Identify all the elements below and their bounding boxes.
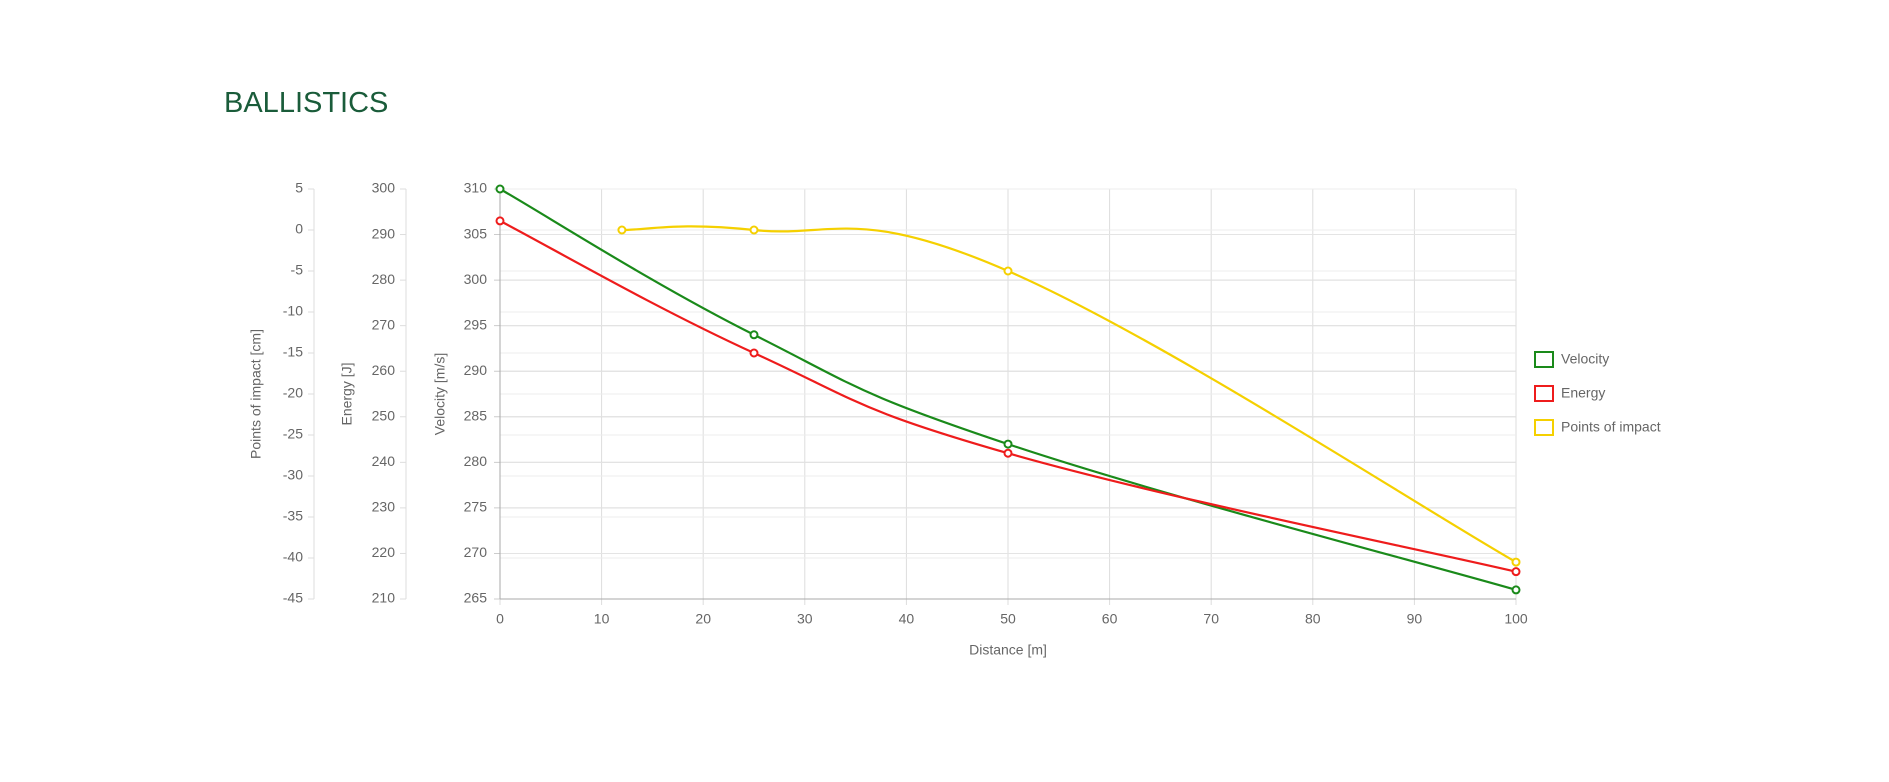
x-tick-label: 50: [1000, 611, 1016, 627]
legend-swatch: [1534, 419, 1554, 436]
y-tick-label: 290: [372, 225, 396, 241]
x-tick-label: 0: [496, 611, 504, 627]
data-point: [495, 184, 505, 194]
y-tick-label: -25: [283, 426, 303, 442]
y-tick-label: -45: [283, 590, 303, 606]
x-tick-label: 60: [1102, 611, 1118, 627]
axis-title: Energy [J]: [339, 362, 355, 425]
series-line: [499, 219, 1517, 573]
y-tick-label: -40: [283, 549, 303, 565]
y-tick-label: 265: [464, 590, 488, 606]
y-tick-label: 240: [372, 453, 396, 469]
x-tick-label: 90: [1407, 611, 1423, 627]
data-point: [749, 225, 759, 235]
axis-title: Points of impact [cm]: [248, 329, 264, 459]
y-tick-label: 270: [464, 544, 488, 560]
y-tick-label: 210: [372, 590, 396, 606]
data-point: [1003, 439, 1013, 449]
data-point: [749, 348, 759, 358]
x-tick-label: 20: [695, 611, 711, 627]
y-tick-label: -30: [283, 467, 303, 483]
chart-title: BALLISTICS: [224, 87, 388, 119]
y-tick-label: 300: [464, 271, 488, 287]
y-tick-label: 0: [295, 221, 303, 237]
data-point: [495, 216, 505, 226]
data-point: [1511, 585, 1521, 595]
x-tick-label: 70: [1203, 611, 1219, 627]
x-tick-label: 80: [1305, 611, 1321, 627]
y-tick-label: -10: [283, 303, 303, 319]
data-point: [749, 330, 759, 340]
legend-swatch: [1534, 385, 1554, 402]
y-tick-label: -35: [283, 508, 303, 524]
y-tick-label: 250: [372, 407, 396, 423]
y-tick-label: 275: [464, 499, 488, 515]
y-tick-label: 280: [464, 453, 488, 469]
x-tick-label: 100: [1504, 611, 1528, 627]
y-tick-label: 270: [372, 316, 396, 332]
y-tick-label: 290: [464, 362, 488, 378]
y-tick-label: 260: [372, 362, 396, 378]
y-tick-label: 220: [372, 544, 396, 560]
legend-swatch: [1534, 351, 1554, 368]
axis-title: Velocity [m/s]: [432, 353, 448, 435]
legend-label: Energy: [1561, 385, 1605, 401]
data-point: [1003, 448, 1013, 458]
y-tick-label: 295: [464, 316, 488, 332]
x-tick-label: 10: [594, 611, 610, 627]
y-tick-label: 310: [464, 180, 488, 196]
x-tick-label: 30: [797, 611, 813, 627]
y-tick-label: 305: [464, 225, 488, 241]
legend-label: Velocity: [1561, 351, 1609, 367]
y-tick-label: -20: [283, 385, 303, 401]
y-tick-label: 230: [372, 499, 396, 515]
data-point: [1003, 266, 1013, 276]
series-line: [499, 188, 1517, 591]
x-tick-label: 40: [899, 611, 915, 627]
y-tick-label: -5: [291, 262, 304, 278]
y-tick-label: 280: [372, 271, 396, 287]
y-tick-label: 300: [372, 180, 396, 196]
axis-title: Distance [m]: [969, 642, 1047, 658]
y-tick-label: 5: [295, 180, 303, 196]
data-point: [1511, 557, 1521, 567]
data-point: [1511, 567, 1521, 577]
y-tick-label: 285: [464, 407, 488, 423]
data-point: [617, 225, 627, 235]
series-line: [621, 225, 1517, 564]
legend-label: Points of impact: [1561, 419, 1661, 435]
y-tick-label: -15: [283, 344, 303, 360]
